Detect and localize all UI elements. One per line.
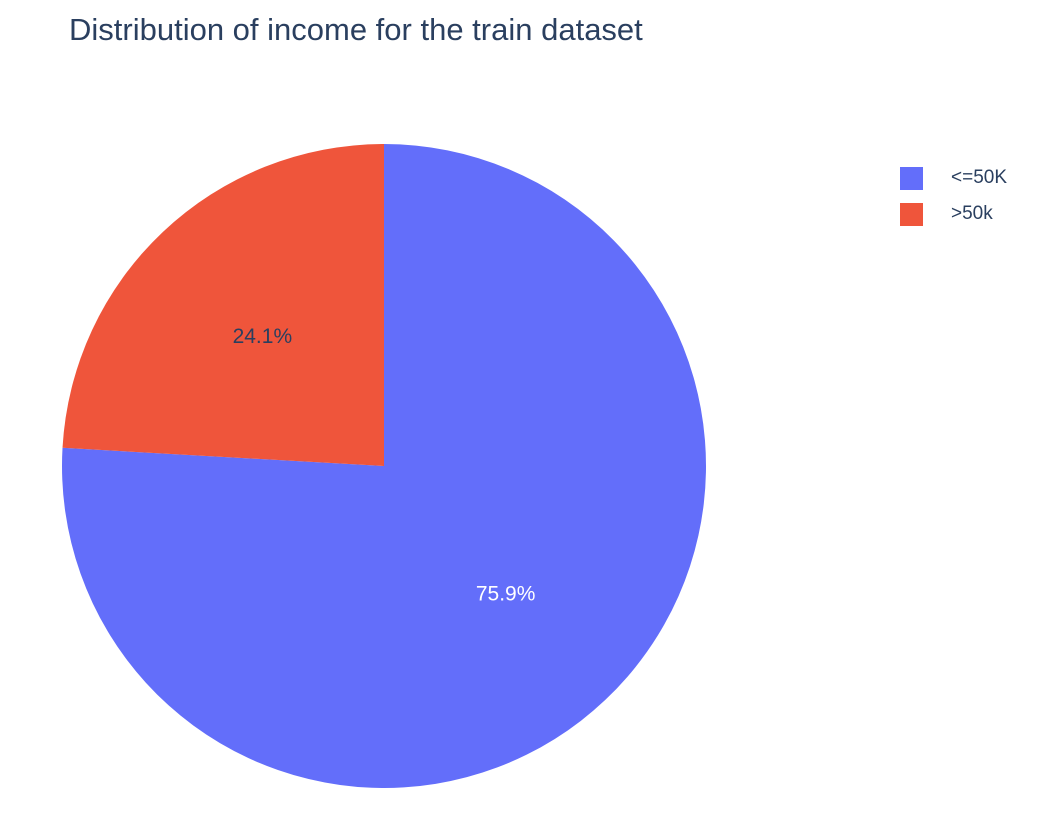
legend-label-gt50k: >50k [951, 203, 993, 224]
slice-label-le50k: 75.9% [476, 582, 536, 605]
pie-slice-gt50k[interactable] [62, 144, 384, 466]
legend-swatch-le50k [900, 166, 923, 190]
slice-label-gt50k: 24.1% [233, 325, 293, 348]
legend-label-le50k: <=50K [951, 167, 1007, 188]
legend-item-gt50k[interactable]: >50k [900, 196, 1007, 232]
legend-swatch-gt50k [900, 202, 923, 226]
legend-item-le50k[interactable]: <=50K [900, 160, 1007, 196]
pie-slice-le50k[interactable] [61, 144, 706, 788]
pie-slices [61, 144, 706, 788]
pie-slice-labels: 75.9% 24.1% [233, 325, 536, 605]
legend: <=50K >50k [900, 160, 1007, 232]
chart-title: Distribution of income for the train dat… [69, 12, 643, 47]
